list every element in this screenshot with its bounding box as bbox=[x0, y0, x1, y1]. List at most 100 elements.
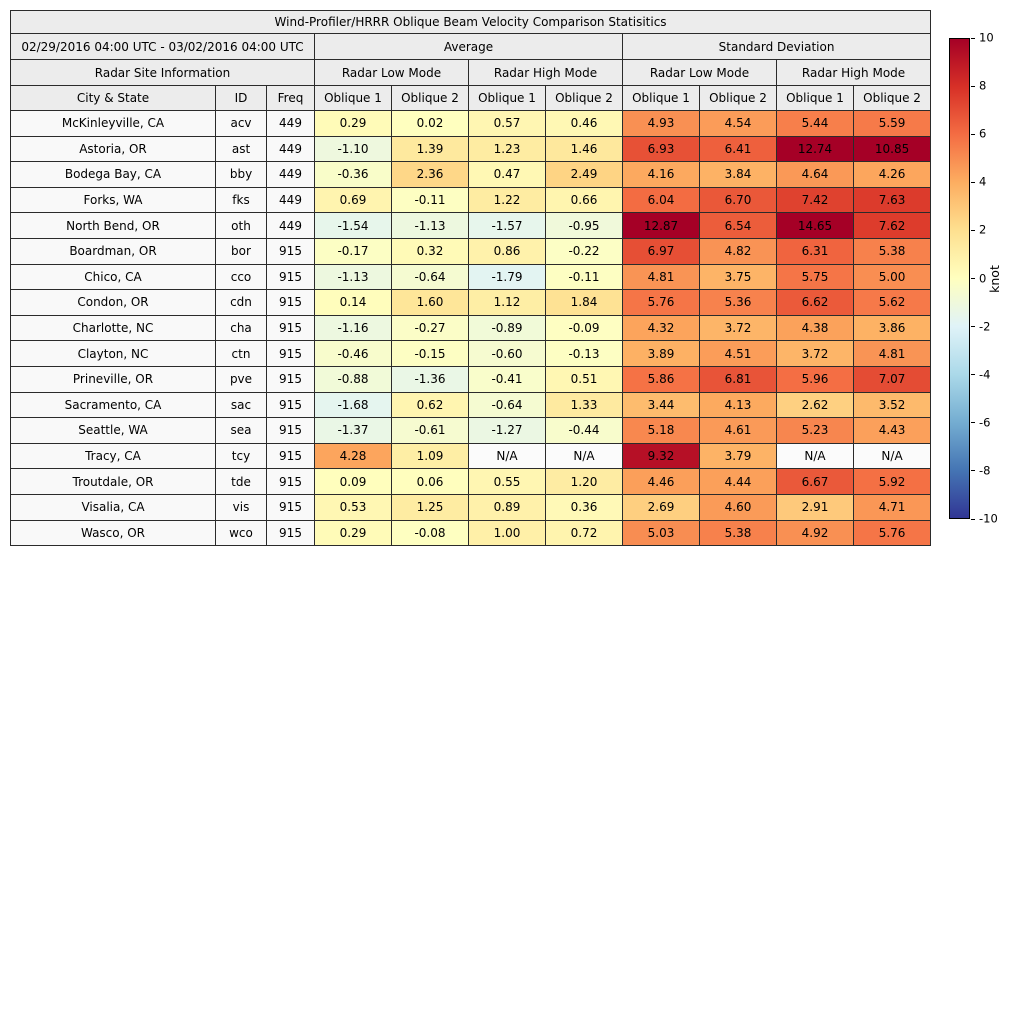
value-cell: -0.61 bbox=[391, 417, 469, 444]
value-cell: 5.62 bbox=[852, 289, 932, 316]
column-header-oblique2: Oblique 2 bbox=[391, 85, 469, 111]
group-header-average: Average bbox=[314, 33, 623, 60]
site-id-cell: tde bbox=[215, 468, 267, 495]
freq-cell: 915 bbox=[266, 237, 315, 265]
column-header-city-state: City & State bbox=[10, 85, 216, 111]
site-id-cell: ast bbox=[215, 135, 267, 163]
value-cell: -0.64 bbox=[391, 263, 469, 291]
value-cell: -0.11 bbox=[545, 263, 623, 291]
value-cell: 5.76 bbox=[622, 289, 700, 316]
value-cell: N/A bbox=[776, 442, 854, 470]
city-state-cell: Clayton, NC bbox=[10, 340, 216, 367]
value-cell: 4.28 bbox=[314, 442, 392, 470]
colorbar-tickmark bbox=[971, 470, 975, 472]
value-cell: 5.38 bbox=[852, 237, 932, 265]
table-row: Chico, CA cco 915 -1.13 -0.64 -1.79 -0.11 4.81 3… bbox=[10, 263, 932, 291]
value-cell: 1.22 bbox=[468, 186, 546, 214]
value-cell: 4.51 bbox=[699, 340, 777, 367]
value-cell: -1.16 bbox=[314, 314, 392, 342]
value-cell: 6.70 bbox=[699, 186, 777, 214]
colorbar-tick-label: 8 bbox=[979, 78, 987, 93]
value-cell: 4.92 bbox=[776, 519, 854, 547]
value-cell: 0.62 bbox=[391, 391, 469, 419]
table-title: Wind-Profiler/HRRR Oblique Beam Velocity… bbox=[9, 10, 932, 34]
group-header-row: 02/29/2016 04:00 UTC - 03/02/2016 04:00 … bbox=[10, 33, 932, 60]
value-cell: 6.04 bbox=[622, 186, 700, 214]
colorbar-tick-label: -4 bbox=[979, 366, 991, 381]
freq-cell: 449 bbox=[266, 135, 315, 163]
value-cell: 3.89 bbox=[622, 340, 700, 367]
value-cell: 0.66 bbox=[545, 186, 623, 214]
value-cell: 0.29 bbox=[314, 110, 392, 137]
value-cell: 0.72 bbox=[545, 519, 623, 547]
colorbar-tickmark bbox=[971, 229, 975, 231]
column-header-oblique1: Oblique 1 bbox=[314, 85, 392, 111]
colorbar-tick-label: 0 bbox=[979, 270, 987, 285]
value-cell: -0.11 bbox=[391, 186, 469, 214]
value-cell: -1.36 bbox=[391, 365, 469, 393]
value-cell: 3.72 bbox=[776, 340, 854, 367]
colorbar-tick-label: -8 bbox=[979, 463, 991, 478]
colorbar-tickmark bbox=[971, 518, 975, 520]
table-row: Boardman, OR bor 915 -0.17 0.32 0.86 -0.22 6.97… bbox=[10, 237, 932, 265]
colorbar-tickmark bbox=[971, 422, 975, 424]
colorbar-tick-label: -2 bbox=[979, 318, 991, 333]
site-id-cell: sea bbox=[215, 417, 267, 444]
value-cell: 2.49 bbox=[545, 161, 623, 188]
value-cell: 7.42 bbox=[776, 186, 854, 214]
value-cell: -0.13 bbox=[545, 340, 623, 367]
comparison-table: Wind-Profiler/HRRR Oblique Beam Velocity… bbox=[9, 10, 932, 547]
freq-cell: 915 bbox=[266, 417, 315, 444]
value-cell: -0.27 bbox=[391, 314, 469, 342]
column-header-oblique2: Oblique 2 bbox=[852, 85, 932, 111]
value-cell: 4.13 bbox=[699, 391, 777, 419]
site-id-cell: vis bbox=[215, 493, 267, 521]
value-cell: 1.09 bbox=[391, 442, 469, 470]
value-cell: -0.88 bbox=[314, 365, 392, 393]
city-state-cell: McKinleyville, CA bbox=[10, 110, 216, 137]
column-header-oblique1: Oblique 1 bbox=[622, 85, 700, 111]
value-cell: -0.95 bbox=[545, 212, 623, 239]
value-cell: -0.64 bbox=[468, 391, 546, 419]
value-cell: 0.09 bbox=[314, 468, 392, 495]
value-cell: -0.36 bbox=[314, 161, 392, 188]
value-cell: 0.89 bbox=[468, 493, 546, 521]
column-header-row: City & State ID Freq Oblique 1 Oblique 2… bbox=[10, 85, 932, 111]
value-cell: 6.81 bbox=[699, 365, 777, 393]
table-row: Wasco, OR wco 915 0.29 -0.08 1.00 0.72 5.03 5.38… bbox=[10, 519, 932, 547]
value-cell: -1.27 bbox=[468, 417, 546, 444]
column-header-oblique1: Oblique 1 bbox=[776, 85, 854, 111]
value-cell: -1.57 bbox=[468, 212, 546, 239]
value-cell: 6.62 bbox=[776, 289, 854, 316]
table-row: Forks, WA fks 449 0.69 -0.11 1.22 0.66 6.04 6.70… bbox=[10, 186, 932, 214]
city-state-cell: Forks, WA bbox=[10, 186, 216, 214]
city-state-cell: Seattle, WA bbox=[10, 417, 216, 444]
value-cell: 5.03 bbox=[622, 519, 700, 547]
value-cell: 2.36 bbox=[391, 161, 469, 188]
value-cell: -0.41 bbox=[468, 365, 546, 393]
freq-cell: 915 bbox=[266, 289, 315, 316]
colorbar-unit-label: knot bbox=[987, 264, 1002, 293]
value-cell: 1.20 bbox=[545, 468, 623, 495]
city-state-cell: Tracy, CA bbox=[10, 442, 216, 470]
value-cell: -1.13 bbox=[314, 263, 392, 291]
colorbar-gradient bbox=[949, 38, 970, 519]
value-cell: 5.92 bbox=[852, 468, 932, 495]
mode-header-row: Radar Site Information Radar Low Mode Ra… bbox=[10, 59, 932, 86]
city-state-cell: Astoria, OR bbox=[10, 135, 216, 163]
table-row: McKinleyville, CA acv 449 0.29 0.02 0.57 0.46 4… bbox=[10, 110, 932, 137]
column-header-freq: Freq bbox=[266, 85, 315, 111]
value-cell: 4.82 bbox=[699, 237, 777, 265]
value-cell: 0.36 bbox=[545, 493, 623, 521]
mode-header-std-low: Radar Low Mode bbox=[622, 59, 777, 86]
value-cell: 0.51 bbox=[545, 365, 623, 393]
table-row: Bodega Bay, CA bby 449 -0.36 2.36 0.47 2.49 4.1… bbox=[10, 161, 932, 188]
city-state-cell: Charlotte, NC bbox=[10, 314, 216, 342]
city-state-cell: Visalia, CA bbox=[10, 493, 216, 521]
value-cell: 4.46 bbox=[622, 468, 700, 495]
freq-cell: 915 bbox=[266, 365, 315, 393]
value-cell: 4.81 bbox=[622, 263, 700, 291]
column-header-oblique1: Oblique 1 bbox=[468, 85, 546, 111]
value-cell: 2.69 bbox=[622, 493, 700, 521]
table-header: Wind-Profiler/HRRR Oblique Beam Velocity… bbox=[9, 10, 932, 111]
